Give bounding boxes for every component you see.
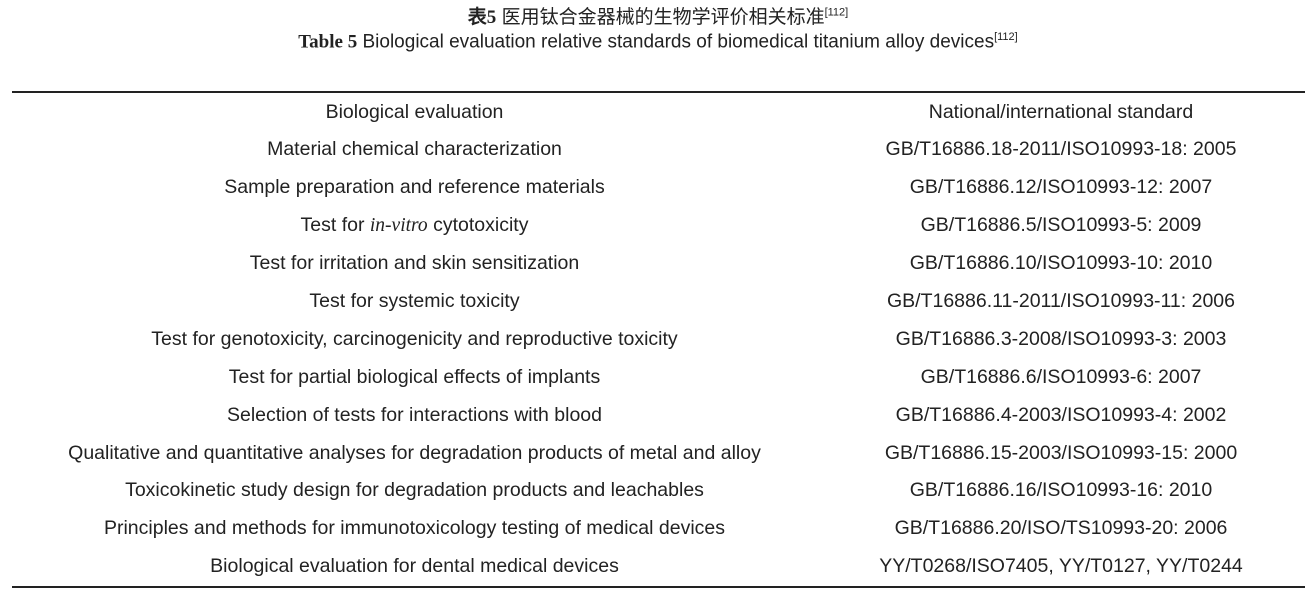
table-row: Test for partial biological effects of i… <box>12 358 1305 396</box>
table-row: Test for genotoxicity, carcinogenicity a… <box>12 320 1305 358</box>
table-row: Test for irritation and skin sensitizati… <box>12 245 1305 283</box>
cell-standard: GB/T16886.5/ISO10993-5: 2009 <box>920 214 1202 237</box>
cell-standard: GB/T16886.20/ISO/TS10993-20: 2006 <box>894 517 1228 540</box>
cell-biological-evaluation: Test for genotoxicity, carcinogenicity a… <box>151 327 678 350</box>
cell-standard: GB/T16886.16/ISO10993-16: 2010 <box>909 479 1213 502</box>
cell-standard: GB/T16886.10/ISO10993-10: 2010 <box>909 252 1213 275</box>
text-segment: Test for <box>300 214 370 237</box>
table-row: Toxicokinetic study design for degradati… <box>12 472 1305 510</box>
cell-standard: GB/T16886.6/ISO10993-6: 2007 <box>920 365 1202 388</box>
cell-standard: GB/T16886.3-2008/ISO10993-3: 2003 <box>895 327 1227 350</box>
cell-biological-evaluation: Test for in-vitro cytotoxicity <box>12 207 817 245</box>
header-standard: National/international standard <box>928 100 1194 123</box>
table-row: Test for systemic toxicity GB/T16886.11-2… <box>12 283 1305 321</box>
cell-standard: GB/T16886.11-2011/ISO10993-11: 2006 <box>886 290 1235 312</box>
cell-biological-evaluation: Test for partial biological effects of i… <box>228 365 601 388</box>
cell-biological-evaluation: Toxicokinetic study design for degradati… <box>125 479 704 502</box>
table-row: Biological evaluation for dental medical… <box>12 548 1305 587</box>
cell-biological-evaluation: Test for systemic toxicity <box>309 290 520 312</box>
cell-standard: GB/T16886.4-2003/ISO10993-4: 2002 <box>895 403 1227 426</box>
cell-biological-evaluation: Principles and methods for immunotoxicol… <box>103 517 726 540</box>
table-row: Material chemical characterization GB/T16… <box>12 131 1305 169</box>
cell-biological-evaluation: Test for irritation and skin sensitizati… <box>249 252 580 275</box>
citation-ref: [112] <box>824 6 849 19</box>
table-row: Principles and methods for immunotoxicol… <box>12 510 1305 548</box>
cell-biological-evaluation: Material chemical characterization <box>267 138 562 161</box>
caption-text-en: Biological evaluation relative standards… <box>362 31 995 53</box>
table-row: Sample preparation and reference materia… <box>12 169 1305 207</box>
cell-standard: YY/T0268/ISO7405, YY/T0127, YY/T0244 <box>879 555 1243 578</box>
cell-standard: GB/T16886.12/ISO10993-12: 2007 <box>909 176 1213 199</box>
cell-biological-evaluation: Biological evaluation for dental medical… <box>210 555 619 578</box>
cell-biological-evaluation: Qualitative and quantitative analyses fo… <box>68 441 761 464</box>
caption-text-cn: 医用钛合金器械的生物学评价相关标准 <box>501 7 825 28</box>
standards-table: Biological evaluation National/internati… <box>12 91 1305 588</box>
table-row: Selection of tests for interactions with… <box>12 396 1305 434</box>
table-label-cn: 表5 <box>467 7 497 28</box>
citation-ref: [112] <box>994 31 1018 43</box>
table-row: Qualitative and quantitative analyses fo… <box>12 434 1305 472</box>
cell-standard: GB/T16886.15-2003/ISO10993-15: 2000 <box>884 441 1238 464</box>
table-row: Test for in-vitro cytotoxicity GB/T16886.… <box>12 207 1305 245</box>
italic-term: in-vitro <box>369 215 428 237</box>
text-segment: cytotoxicity <box>427 214 529 237</box>
cell-biological-evaluation: Selection of tests for interactions with… <box>226 403 603 426</box>
table-caption-english: Table 5 Biological evaluation relative s… <box>0 31 1316 53</box>
table-label-en: Table 5 <box>298 31 358 53</box>
cell-biological-evaluation: Sample preparation and reference materia… <box>224 176 605 199</box>
header-row: Biological evaluation National/internati… <box>12 92 1305 131</box>
header-biological-evaluation: Biological evaluation <box>325 100 504 123</box>
cell-standard: GB/T16886.18-2011/ISO10993-18: 2005 <box>885 138 1237 161</box>
table-caption-chinese: 表5 医用钛合金器械的生物学评价相关标准[112] <box>0 2 1316 29</box>
